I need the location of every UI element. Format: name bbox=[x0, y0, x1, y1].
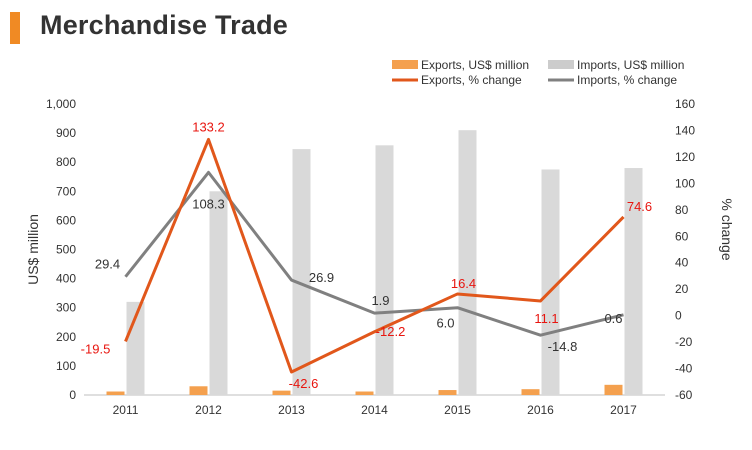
imports-bar bbox=[375, 145, 394, 395]
imports-change-label: 1.9 bbox=[371, 293, 389, 308]
imports-change-label: 0.6 bbox=[604, 311, 622, 326]
y2-axis-title: % change bbox=[719, 198, 735, 260]
legend-label: Exports, US$ million bbox=[421, 58, 529, 72]
y-tick-label: 200 bbox=[56, 330, 76, 344]
x-tick-label: 2017 bbox=[610, 403, 637, 417]
x-tick-label: 2015 bbox=[444, 403, 471, 417]
exports-bar bbox=[355, 391, 374, 395]
exports-bar bbox=[189, 386, 208, 395]
imports-bar bbox=[624, 168, 643, 395]
exports-change-label: -12.2 bbox=[376, 324, 406, 339]
legend-label: Exports, % change bbox=[421, 73, 522, 87]
y-tick-label: 600 bbox=[56, 213, 76, 227]
legend-label: Imports, US$ million bbox=[577, 58, 684, 72]
x-tick-label: 2013 bbox=[278, 403, 305, 417]
y2-tick-label: -20 bbox=[675, 335, 693, 349]
y2-tick-label: 0 bbox=[675, 309, 682, 323]
imports-change-label: 108.3 bbox=[192, 196, 225, 211]
exports-bar bbox=[272, 390, 291, 395]
imports-bar bbox=[541, 169, 560, 395]
exports-change-line bbox=[124, 137, 625, 374]
exports-bar bbox=[521, 389, 540, 395]
exports-change-label: 74.6 bbox=[627, 199, 652, 214]
y-tick-label: 0 bbox=[69, 388, 76, 402]
y-tick-label: 1,000 bbox=[46, 97, 76, 111]
imports-change-line bbox=[124, 170, 624, 337]
chart-data-labels: -19.5 133.2 -42.6 -12.2 16.4 11.1 74.6 29.4 108.… bbox=[81, 119, 652, 391]
imports-change-label: 26.9 bbox=[309, 270, 334, 285]
y2-tick-label: 160 bbox=[675, 97, 695, 111]
exports-bar bbox=[106, 391, 125, 395]
y-tick-label: 700 bbox=[56, 184, 76, 198]
exports-change-label: 16.4 bbox=[451, 276, 476, 291]
y2-tick-label: 60 bbox=[675, 229, 689, 243]
legend-label: Imports, % change bbox=[577, 73, 677, 87]
imports-bar bbox=[458, 130, 477, 395]
y-tick-label: 500 bbox=[56, 243, 76, 257]
y2-tick-label: -60 bbox=[675, 388, 693, 402]
chart-axes: 01002003004005006007008009001,000-60-40-… bbox=[25, 97, 735, 417]
chart-bars bbox=[106, 130, 643, 395]
y-tick-label: 400 bbox=[56, 272, 76, 286]
chart-legend: Exports, US$ million Imports, US$ million… bbox=[392, 58, 684, 87]
legend-swatch bbox=[392, 60, 418, 69]
x-tick-label: 2014 bbox=[361, 403, 388, 417]
exports-change-label: 11.1 bbox=[534, 311, 558, 326]
imports-bar bbox=[209, 191, 228, 395]
y2-tick-label: 20 bbox=[675, 282, 689, 296]
exports-change-label: -19.5 bbox=[81, 341, 111, 356]
imports-change-label: -14.8 bbox=[548, 339, 578, 354]
x-tick-label: 2011 bbox=[113, 403, 139, 417]
page-title: Merchandise Trade bbox=[40, 10, 288, 40]
y-tick-label: 300 bbox=[56, 301, 76, 315]
y2-tick-label: 120 bbox=[675, 150, 695, 164]
imports-change-label: 6.0 bbox=[436, 316, 454, 331]
legend-swatch bbox=[548, 60, 574, 69]
y2-tick-label: -40 bbox=[675, 362, 693, 376]
y-tick-label: 100 bbox=[56, 359, 76, 373]
y-axis-title: US$ million bbox=[25, 214, 41, 285]
y-tick-label: 900 bbox=[56, 126, 76, 140]
chart-lines bbox=[124, 137, 625, 374]
y2-tick-label: 80 bbox=[675, 203, 689, 217]
exports-bar bbox=[438, 390, 457, 395]
x-tick-label: 2012 bbox=[195, 403, 222, 417]
imports-bar bbox=[292, 149, 311, 395]
y2-tick-label: 100 bbox=[675, 176, 695, 190]
imports-change-label: 29.4 bbox=[95, 257, 120, 272]
y2-tick-label: 40 bbox=[675, 256, 689, 270]
y2-tick-label: 140 bbox=[675, 123, 695, 137]
x-tick-label: 2016 bbox=[527, 403, 554, 417]
y-tick-label: 800 bbox=[56, 155, 76, 169]
exports-change-label: 133.2 bbox=[192, 119, 225, 134]
title-accent-bar bbox=[10, 12, 20, 44]
exports-change-label: -42.6 bbox=[289, 376, 319, 391]
exports-bar bbox=[604, 384, 623, 395]
